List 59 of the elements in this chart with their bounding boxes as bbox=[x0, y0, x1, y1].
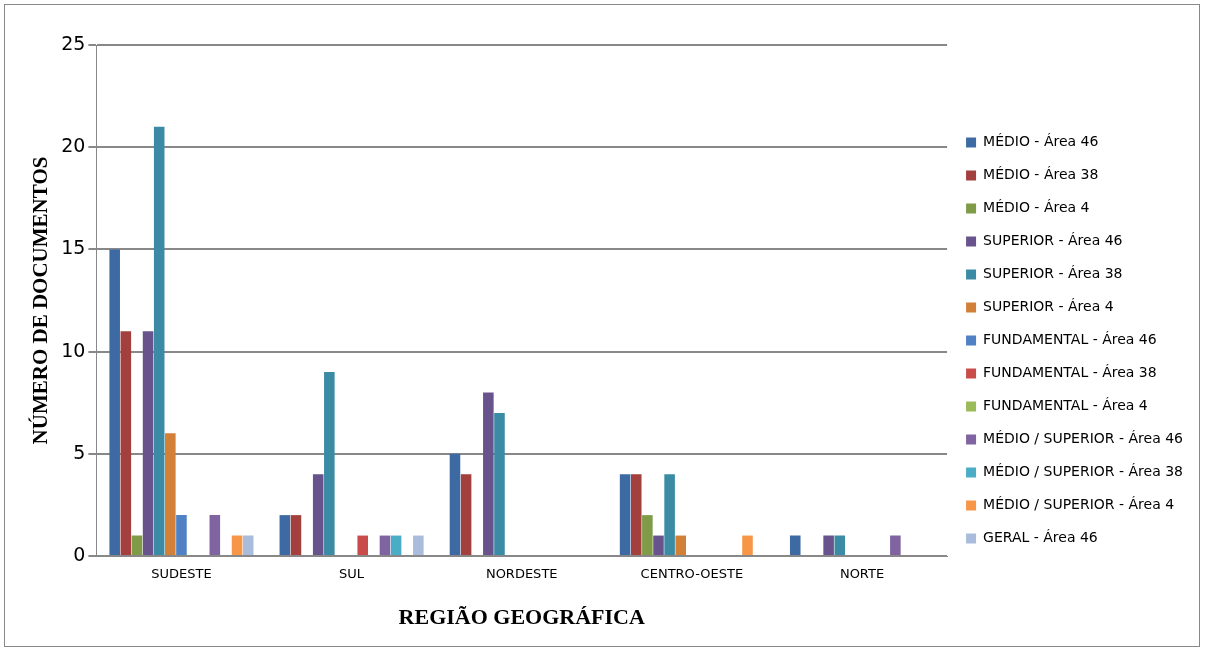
bar bbox=[357, 535, 368, 555]
legend-label: FUNDAMENTAL - Área 38 bbox=[983, 364, 1157, 381]
bar bbox=[834, 535, 846, 555]
bar bbox=[789, 535, 801, 555]
bar bbox=[231, 535, 243, 555]
y-tick-label: 20 bbox=[61, 134, 86, 157]
y-axis-title: NÚMERO DE DOCUMENTOS bbox=[28, 156, 53, 445]
legend-label: MÉDIO / SUPERIOR - Área 38 bbox=[983, 463, 1184, 480]
bar bbox=[675, 535, 687, 555]
y-tick-label: 5 bbox=[73, 440, 86, 463]
bar bbox=[176, 515, 187, 555]
bar bbox=[460, 474, 472, 555]
bar bbox=[390, 535, 402, 555]
x-tick-label: SUDESTE bbox=[151, 566, 212, 582]
legend-label: SUPERIOR - Área 4 bbox=[983, 298, 1114, 315]
bar bbox=[312, 474, 324, 555]
x-tick-label: SUL bbox=[339, 566, 365, 582]
legend-label: MÉDIO - Área 4 bbox=[983, 199, 1090, 216]
bar bbox=[324, 372, 335, 555]
y-tick-label: 0 bbox=[73, 542, 86, 565]
bar bbox=[153, 126, 165, 555]
y-tick-label: 25 bbox=[61, 31, 86, 54]
bar bbox=[494, 412, 505, 555]
bar bbox=[619, 474, 631, 555]
legend-label: MÉDIO / SUPERIOR - Área 46 bbox=[983, 430, 1184, 447]
x-tick-label: NORTE bbox=[839, 566, 885, 582]
bar bbox=[165, 433, 176, 555]
bar bbox=[823, 535, 834, 555]
y-tick-label: 15 bbox=[61, 236, 86, 259]
bar bbox=[142, 331, 154, 555]
legend-label: SUPERIOR - Área 38 bbox=[983, 265, 1123, 282]
legend-label: GERAL - Área 46 bbox=[983, 529, 1098, 546]
legend-label: FUNDAMENTAL - Área 46 bbox=[983, 331, 1157, 348]
bar bbox=[109, 249, 120, 555]
legend-label: MÉDIO - Área 38 bbox=[983, 166, 1099, 183]
legend-label: FUNDAMENTAL - Área 4 bbox=[983, 397, 1148, 414]
legend-label: MÉDIO - Área 46 bbox=[983, 133, 1099, 150]
x-axis-title: REGIÃO GEOGRÁFICA bbox=[398, 604, 645, 630]
bar bbox=[120, 331, 132, 555]
bar bbox=[379, 535, 391, 555]
legend-label: MÉDIO / SUPERIOR - Área 4 bbox=[983, 496, 1175, 513]
x-tick-label: NORDESTE bbox=[485, 566, 558, 582]
bar bbox=[653, 535, 664, 555]
bar bbox=[742, 535, 753, 555]
bar bbox=[890, 535, 901, 555]
bar bbox=[279, 515, 291, 555]
bar bbox=[413, 535, 424, 555]
legend-label: SUPERIOR - Área 46 bbox=[983, 232, 1123, 249]
bar bbox=[209, 515, 221, 555]
bar bbox=[630, 474, 642, 555]
bar bbox=[290, 515, 302, 555]
x-tick-label: CENTRO-OESTE bbox=[640, 566, 744, 582]
bar bbox=[483, 392, 494, 555]
bar bbox=[664, 474, 675, 555]
bar bbox=[242, 535, 254, 555]
y-tick-label: 10 bbox=[61, 338, 86, 361]
bar bbox=[642, 515, 653, 555]
bar bbox=[131, 535, 143, 555]
bar bbox=[449, 453, 461, 555]
